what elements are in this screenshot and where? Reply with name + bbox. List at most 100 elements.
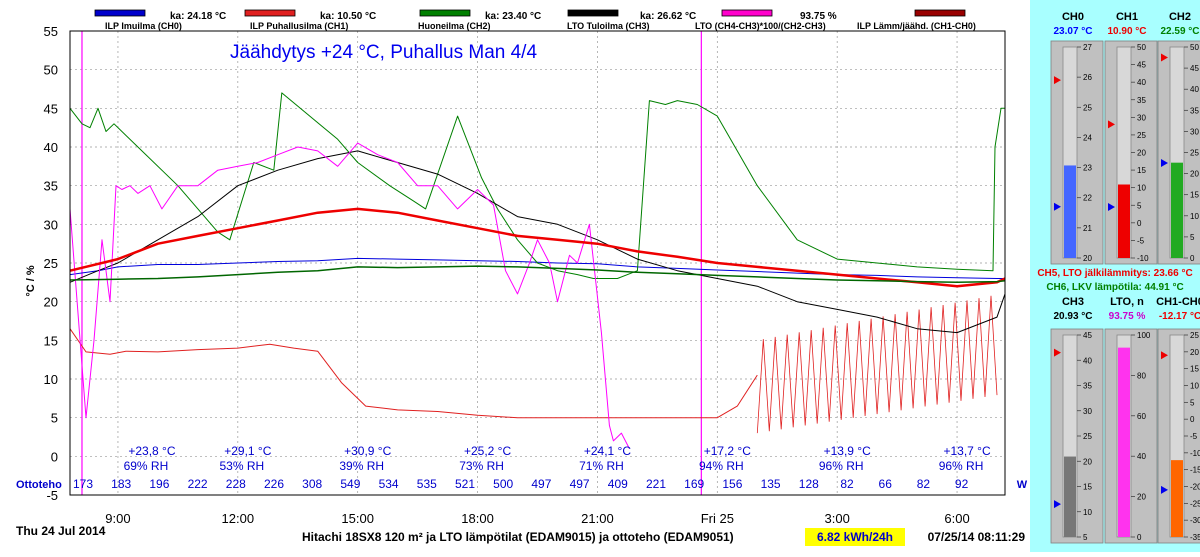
gauge-tick-label: 20 [1083, 254, 1092, 263]
series-line-ch6 [69, 265, 1006, 284]
annotations: +23,8 °C69% RH +29,1 °C53% RH +30,9 °C39% … [16, 444, 1028, 491]
footer-description: Hitachi 18SX8 120 m² ja LTO lämpötilat (… [302, 530, 734, 544]
gauge-tick-label: 25 [1083, 103, 1092, 112]
gauge-name: CH3 [1062, 296, 1084, 308]
chart-area: ka: 24.18 °C ILP Imuilma (CH0) ka: 10.50 °… [16, 9, 1028, 546]
gauge-tick-label: 10 [1190, 382, 1199, 391]
plot-frame [69, 30, 1006, 496]
legend-label: ILP Lämm/jäähd. (CH1-CH0) [857, 21, 976, 31]
gauge-tick-label: 20 [1137, 149, 1146, 158]
legend-swatch [419, 9, 471, 17]
ottoteho-value: 308 [302, 477, 322, 491]
ottoteho-value: 500 [493, 477, 513, 491]
gauge-fill [1171, 460, 1183, 537]
gauge-tick-label: -10 [1190, 449, 1200, 458]
gauge-4: LTO, n 93.75 % 100 80 60 40 20 0 [1104, 296, 1158, 544]
gauge-tick-label: 15 [1190, 365, 1199, 374]
gauge-min-marker [1161, 485, 1168, 494]
outdoor-rh-label: 53% RH [219, 459, 264, 473]
outdoor-temp-label: +23,8 °C [128, 444, 175, 458]
ottoteho-value: 549 [340, 477, 360, 491]
ottoteho-value: 521 [455, 477, 475, 491]
y-tick-label: 10 [44, 372, 58, 387]
gauge-5: CH1-CH0 -12.17 °C 25 20 15 10 5 0 -5 -10 -15 -20 -25… [1156, 296, 1200, 544]
ottoteho-value: 409 [608, 477, 628, 491]
gauge-fill [1118, 347, 1130, 537]
gauge-0: CH0 23.07 °C 27 26 25 24 23 22 21 20 [1050, 11, 1104, 265]
gauge-name: CH0 [1062, 11, 1084, 23]
legend-average: 93.75 % [800, 11, 837, 22]
gauge-tick-label: -20 [1190, 483, 1200, 492]
y-tick-label: 5 [51, 411, 58, 426]
x-tick-label: Fri 25 [701, 511, 734, 526]
gauge-tick-label: 60 [1137, 412, 1146, 421]
outdoor-temp-label: +24,1 °C [584, 444, 631, 458]
ottoteho-value: 226 [264, 477, 284, 491]
ottoteho-value: 534 [379, 477, 399, 491]
outdoor-temp-label: +13,9 °C [824, 444, 871, 458]
legend-label: ILP Puhallusilma (CH1) [250, 21, 348, 31]
gauge-tick-label: 40 [1137, 78, 1146, 87]
gauge-min-marker [1054, 202, 1061, 211]
gauge-tick-label: 40 [1083, 356, 1092, 365]
gauge-fill [1171, 162, 1183, 258]
x-tick-label: 9:00 [105, 511, 130, 526]
y-tick-label: 0 [51, 449, 58, 464]
gauge-tick-label: 100 [1137, 331, 1151, 340]
gauge-max-marker [1161, 53, 1168, 62]
gauge-tick-label: 27 [1083, 43, 1092, 52]
gauge-tick-label: -5 [1137, 236, 1145, 245]
legend-average: ka: 23.40 °C [485, 11, 541, 22]
gauge-tick-label: 21 [1083, 224, 1092, 233]
gauge-tick-label: 0 [1190, 415, 1195, 424]
gauge-tick-label: 30 [1083, 407, 1092, 416]
gauge-max-marker [1161, 351, 1168, 360]
gauge-name: CH1 [1116, 11, 1138, 23]
ottoteho-value: 135 [761, 477, 781, 491]
gauge-fill [1064, 456, 1076, 537]
y-axis-label: °C / % [25, 265, 37, 297]
ottoteho-value: 222 [188, 477, 208, 491]
gauge-tick-label: 5 [1190, 398, 1195, 407]
gauge-tick-label: 25 [1137, 131, 1146, 140]
x-tick-label: 15:00 [341, 511, 374, 526]
gauge-tick-label: 30 [1190, 127, 1199, 136]
legend-swatch [244, 9, 296, 17]
gauge-tick-label: 15 [1190, 191, 1199, 200]
outdoor-rh-label: 73% RH [459, 459, 504, 473]
gauge-tick-label: 80 [1137, 371, 1146, 380]
outdoor-rh-label: 96% RH [939, 459, 984, 473]
chart-title: Jäähdytys +24 °C, Puhallus Man 4/4 [230, 42, 537, 63]
gauge-tick-label: 15 [1083, 483, 1092, 492]
outdoor-temp-label: +17,2 °C [704, 444, 751, 458]
y-tick-label: 40 [44, 140, 58, 155]
legend-label: LTO (CH4-CH3)*100/(CH2-CH3) [695, 21, 826, 31]
ottoteho-value: 196 [149, 477, 169, 491]
gauge-tick-label: 25 [1083, 432, 1092, 441]
ottoteho-label: Ottoteho [16, 479, 62, 491]
y-tick-label: 45 [44, 101, 58, 116]
gauge-panel: CH5, LTO jälkilämmitys: 23.66 °C CH6, LK… [1030, 0, 1200, 552]
x-tick-label: 18:00 [461, 511, 494, 526]
series-line-ch3 [69, 150, 1006, 334]
gauge-tick-label: 45 [1190, 64, 1199, 73]
gauge-fill [1118, 184, 1130, 258]
ottoteho-value: 128 [799, 477, 819, 491]
ch1-oscillation [756, 295, 998, 434]
legend-swatch [914, 9, 966, 17]
footer-timestamp: 07/25/14 08:11:29 [928, 530, 1026, 544]
ottoteho-value: 497 [531, 477, 551, 491]
series-line-lto [69, 142, 630, 449]
outdoor-rh-label: 96% RH [819, 459, 864, 473]
ottoteho-value: 497 [570, 477, 590, 491]
outdoor-temp-label: +29,1 °C [224, 444, 271, 458]
gauge-tick-label: 5 [1190, 233, 1195, 242]
gauge-tick-label: 10 [1190, 212, 1199, 221]
gauge-tick-label: 5 [1137, 201, 1142, 210]
y-tick-label: 25 [44, 256, 58, 271]
outdoor-temp-label: +13,7 °C [943, 444, 990, 458]
y-tick-label: 55 [44, 24, 58, 39]
ottoteho-value: 82 [840, 477, 854, 491]
gauge-tick-label: -25 [1190, 499, 1200, 508]
